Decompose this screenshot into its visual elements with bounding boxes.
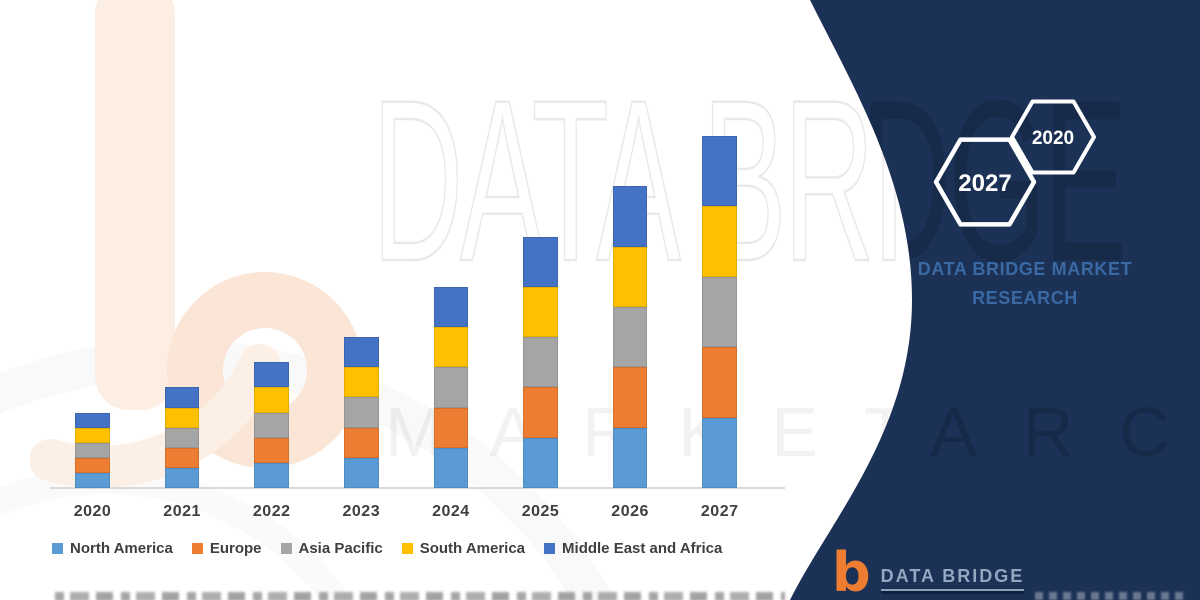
legend-item-europe: Europe bbox=[191, 540, 262, 557]
legend-item-south-america: South America bbox=[401, 540, 526, 557]
x-axis-label-2023: 2023 bbox=[342, 503, 381, 520]
bar-segment-middle-east-and-africa bbox=[254, 362, 289, 388]
legend-label: Asia Pacific bbox=[298, 540, 383, 557]
bar-segment-middle-east-and-africa bbox=[612, 186, 648, 247]
hexagon-2020 bbox=[1012, 102, 1094, 173]
x-axis-label-2026: 2026 bbox=[611, 503, 649, 520]
bar-segment-south-america bbox=[344, 367, 379, 398]
x-axis-label-2020: 2020 bbox=[73, 503, 112, 520]
bar-segment-middle-east-and-africa bbox=[75, 412, 110, 428]
bar-segment-asia-pacific bbox=[702, 276, 737, 348]
hexagon-2027-label: 2027 bbox=[958, 170, 1011, 197]
bar-segment-south-america bbox=[254, 387, 289, 413]
bar-segment-south-america bbox=[164, 407, 200, 428]
legend-marker-north-america bbox=[52, 543, 63, 554]
footer-logo: b DATA BRIDGE bbox=[832, 550, 1024, 596]
bar-segment-north-america bbox=[523, 437, 558, 488]
chart-legend: North America Europe Asia Pacific South Ame… bbox=[52, 540, 722, 557]
bar-segment-europe bbox=[164, 447, 200, 468]
bar-segment-middle-east-and-africa bbox=[702, 135, 737, 207]
panel-watermark-fragment2: ARCH bbox=[930, 393, 1200, 471]
cut-off-caption-text bbox=[55, 592, 785, 600]
legend-marker-asia-pacific bbox=[280, 543, 292, 554]
legend-label: South America bbox=[419, 540, 526, 557]
bar-segment-asia-pacific bbox=[523, 337, 558, 388]
bar-segment-north-america bbox=[612, 427, 648, 488]
legend-marker-south-america bbox=[401, 543, 413, 554]
legend-label: North America bbox=[70, 540, 173, 557]
bar-segment-middle-east-and-africa bbox=[344, 337, 379, 368]
x-axis-label-2021: 2021 bbox=[163, 503, 201, 520]
brand-text: DATA BRIDGE MARKET RESEARCH bbox=[850, 255, 1200, 313]
legend-label: Europe bbox=[209, 540, 262, 557]
x-axis-label-2027: 2027 bbox=[700, 503, 739, 520]
bar-segment-south-america bbox=[702, 206, 737, 277]
brand-line1: DATA BRIDGE MARKET bbox=[917, 259, 1133, 279]
brand-line2: RESEARCH bbox=[972, 288, 1078, 308]
bar-segment-north-america bbox=[344, 457, 379, 488]
bar-segment-middle-east-and-africa bbox=[523, 236, 558, 287]
hexagon-2027 bbox=[936, 140, 1034, 225]
legend-marker-middle-east-and-africa bbox=[544, 543, 556, 554]
bar-segment-middle-east-and-africa bbox=[164, 387, 200, 408]
bar-segment-europe bbox=[523, 387, 558, 438]
footer-logo-textblock: DATA BRIDGE bbox=[881, 550, 1025, 594]
bar-segment-north-america bbox=[702, 417, 737, 488]
bar-segment-asia-pacific bbox=[344, 397, 379, 428]
bar-segment-asia-pacific bbox=[164, 427, 200, 448]
bar-segment-south-america bbox=[433, 327, 469, 368]
x-axis-label-2025: 2025 bbox=[521, 503, 560, 520]
bar-segment-north-america bbox=[433, 447, 469, 488]
hexagon-2020-label: 2020 bbox=[1032, 128, 1074, 149]
bar-segment-europe bbox=[433, 407, 469, 448]
bar-segment-middle-east-and-africa bbox=[433, 286, 469, 328]
bar-segment-asia-pacific bbox=[612, 306, 648, 368]
panel-cut-off-text bbox=[1035, 592, 1185, 600]
footer-logo-subline-cut bbox=[881, 589, 1025, 594]
x-axis-line bbox=[50, 487, 785, 489]
footer-logo-text: DATA BRIDGE bbox=[881, 566, 1025, 591]
legend-item-north-america: North America bbox=[52, 540, 173, 557]
legend-item-middle-east-and-africa: Middle East and Africa bbox=[544, 540, 722, 557]
bar-segment-europe bbox=[75, 457, 110, 473]
hexagons-graphic: 2027 2020 bbox=[760, 0, 1200, 600]
bar-segment-asia-pacific bbox=[75, 442, 110, 458]
data-bridge-b-icon: b bbox=[832, 541, 871, 600]
bar-segment-asia-pacific bbox=[433, 367, 469, 408]
bar-segment-europe bbox=[612, 367, 648, 428]
legend-marker-europe bbox=[191, 543, 203, 554]
bar-segment-north-america bbox=[75, 472, 110, 488]
bar-segment-europe bbox=[702, 347, 737, 418]
bar-segment-south-america bbox=[523, 286, 558, 338]
bar-segment-south-america bbox=[612, 246, 648, 307]
bar-segment-south-america bbox=[75, 427, 110, 443]
bar-segment-north-america bbox=[164, 467, 200, 488]
x-axis-label-2024: 2024 bbox=[432, 503, 470, 520]
x-axis-label-2022: 2022 bbox=[252, 503, 291, 520]
bar-segment-north-america bbox=[254, 462, 289, 488]
legend-item-asia-pacific: Asia Pacific bbox=[280, 540, 383, 557]
legend-label: Middle East and Africa bbox=[562, 540, 723, 557]
bar-segment-europe bbox=[344, 427, 379, 458]
bar-segment-asia-pacific bbox=[254, 412, 289, 438]
bar-segment-europe bbox=[254, 437, 289, 463]
